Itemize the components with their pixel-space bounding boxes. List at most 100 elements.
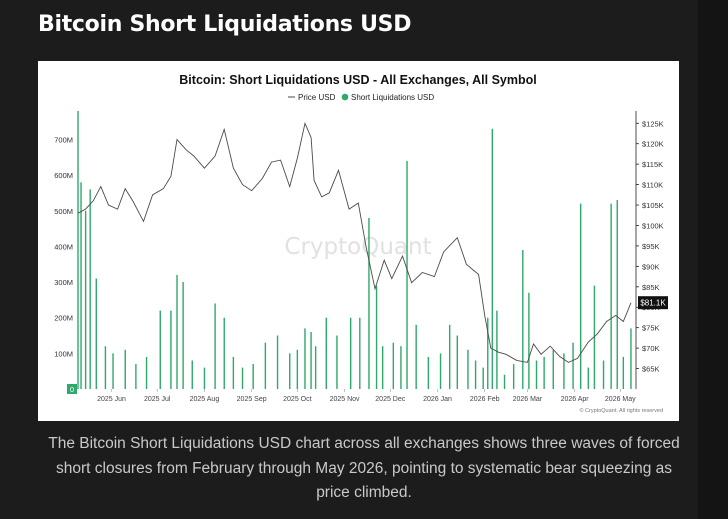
x-axis-tick-label: 2025 Jun	[97, 396, 126, 403]
liquidation-bar	[77, 111, 79, 389]
left-axis-tick-label: 200M	[54, 314, 73, 323]
liquidation-bar	[336, 335, 338, 389]
liquidation-bar	[170, 310, 172, 389]
liquidation-bar	[89, 189, 91, 389]
liquidation-bar	[427, 356, 430, 389]
liquidation-bar	[182, 282, 184, 389]
chart-title: Bitcoin: Short Liquidations USD - All Ex…	[179, 73, 536, 87]
liquidation-bar	[487, 317, 489, 389]
liquidation-bar	[95, 278, 97, 389]
liquidation-bar	[368, 217, 370, 389]
liquidation-bar	[593, 285, 596, 389]
left-axis-tick-label: 400M	[54, 242, 73, 251]
right-axis-tick-label: $105K	[642, 201, 664, 210]
liquidation-bar	[135, 364, 137, 389]
liquidation-bar	[223, 317, 225, 389]
liquidation-bar	[314, 346, 317, 389]
x-axis-tick-label: 2025 Sep	[237, 396, 267, 403]
short-liquidations-chart: Bitcoin: Short Liquidations USD - All Ex…	[54, 73, 668, 414]
x-axis-tick-label: 2025 Jul	[144, 396, 171, 403]
right-axis-tick-label: $90K	[642, 262, 660, 271]
liquidation-bar	[622, 356, 625, 389]
chart-card: Bitcoin: Short Liquidations USD - All Ex…	[38, 61, 679, 421]
liquidation-bar	[491, 128, 494, 390]
right-axis-tick-label: $85K	[642, 283, 660, 292]
watermark: CryptoQuant	[284, 234, 431, 260]
left-axis-tick-label: 100M	[54, 349, 73, 358]
liquidation-bar	[563, 353, 565, 389]
liquidation-bar	[579, 203, 582, 389]
liquidation-bar	[610, 203, 612, 389]
liquidation-bar	[512, 364, 515, 389]
liquidation-bar	[159, 310, 161, 389]
liquidation-bar	[482, 367, 484, 389]
liquidation-bar	[145, 356, 148, 389]
liquidation-bar	[415, 324, 417, 389]
legend: Price USD Short Liquidations USD	[288, 93, 434, 102]
liquidation-bar	[630, 328, 632, 389]
liquidation-bars	[77, 111, 632, 390]
right-axis-tick-label: $100K	[642, 221, 664, 230]
page-title: Bitcoin Short Liquidations USD	[38, 12, 412, 37]
liquidation-bar	[349, 317, 352, 389]
x-axis-tick-label: 2026 Apr	[561, 396, 590, 403]
right-axis: $65K$70K$75K$80K$85K$90K$95K$100K$105K$1…	[635, 111, 664, 389]
liquidation-bar	[289, 353, 291, 389]
liquidation-bar	[381, 346, 384, 389]
right-axis-tick-label: $95K	[642, 242, 660, 251]
liquidation-bar	[112, 353, 114, 389]
left-axis-tick-label: 500M	[54, 207, 73, 216]
x-axis-tick-label: 2026 Jan	[423, 396, 452, 403]
liquidation-bar	[392, 342, 395, 389]
liquidation-bar	[84, 210, 87, 389]
liquidation-bar	[602, 360, 605, 389]
x-axis-tick-label: 2026 Feb	[470, 396, 500, 403]
liquidation-bar	[467, 349, 469, 389]
left-axis-tick-label: 600M	[54, 171, 73, 180]
left-axis: 0 100M 200M 300M 400M 500M 600M 700M	[54, 136, 77, 394]
liquidation-bar	[439, 353, 442, 389]
x-axis-tick-label: 2025 Aug	[190, 396, 220, 403]
liquidation-bar	[325, 317, 327, 389]
x-axis: 2025 Jun 2025 Jul 2025 Aug 2025 Sep 2025 Oct…	[97, 389, 636, 403]
x-axis-tick-label: 2026 May	[605, 396, 636, 403]
liquidation-bar	[496, 310, 498, 389]
liquidation-bar	[406, 160, 408, 389]
left-axis-tick-label: 700M	[54, 136, 73, 145]
liquidation-bar	[400, 346, 402, 389]
liquidation-bar	[572, 342, 574, 389]
liquidation-bar	[264, 342, 267, 389]
liquidation-bar	[203, 367, 206, 389]
liquidation-bar	[474, 360, 477, 389]
liquidation-bar	[535, 360, 538, 389]
liquidation-bar	[456, 335, 458, 389]
right-axis-tick-label: $70K	[642, 344, 660, 353]
liquidation-bar	[276, 335, 279, 389]
legend-liquidations-dot	[341, 93, 349, 101]
left-axis-tick-label: 0	[70, 385, 74, 394]
liquidation-bar	[543, 356, 545, 389]
liquidation-bar	[448, 324, 451, 389]
left-axis-zero-badge	[67, 384, 77, 394]
liquidation-bar	[241, 367, 244, 389]
current-price-label: $81.1K	[640, 299, 666, 308]
legend-price-label: Price USD	[298, 93, 336, 102]
right-edge-panel	[698, 0, 728, 519]
liquidation-bar	[503, 374, 506, 389]
right-axis-tick-label: $125K	[642, 119, 664, 128]
legend-liquidations-label: Short Liquidations USD	[351, 93, 434, 102]
x-axis-tick-label: 2025 Dec	[375, 396, 405, 403]
liquidation-bar	[616, 200, 618, 389]
liquidation-bar	[252, 364, 254, 389]
liquidation-bar	[522, 250, 524, 389]
liquidation-bar	[80, 182, 82, 389]
liquidation-bar	[232, 356, 235, 389]
left-axis-tick-label: 300M	[54, 278, 73, 287]
right-axis-tick-label: $65K	[642, 365, 660, 374]
liquidation-bar	[304, 328, 306, 389]
chart-caption: The Bitcoin Short Liquidations USD chart…	[48, 435, 680, 501]
right-axis-tick-label: $120K	[642, 140, 664, 149]
liquidation-bar	[359, 317, 361, 389]
current-price-badge: $81.1K	[638, 296, 668, 310]
liquidation-bar	[552, 349, 554, 389]
